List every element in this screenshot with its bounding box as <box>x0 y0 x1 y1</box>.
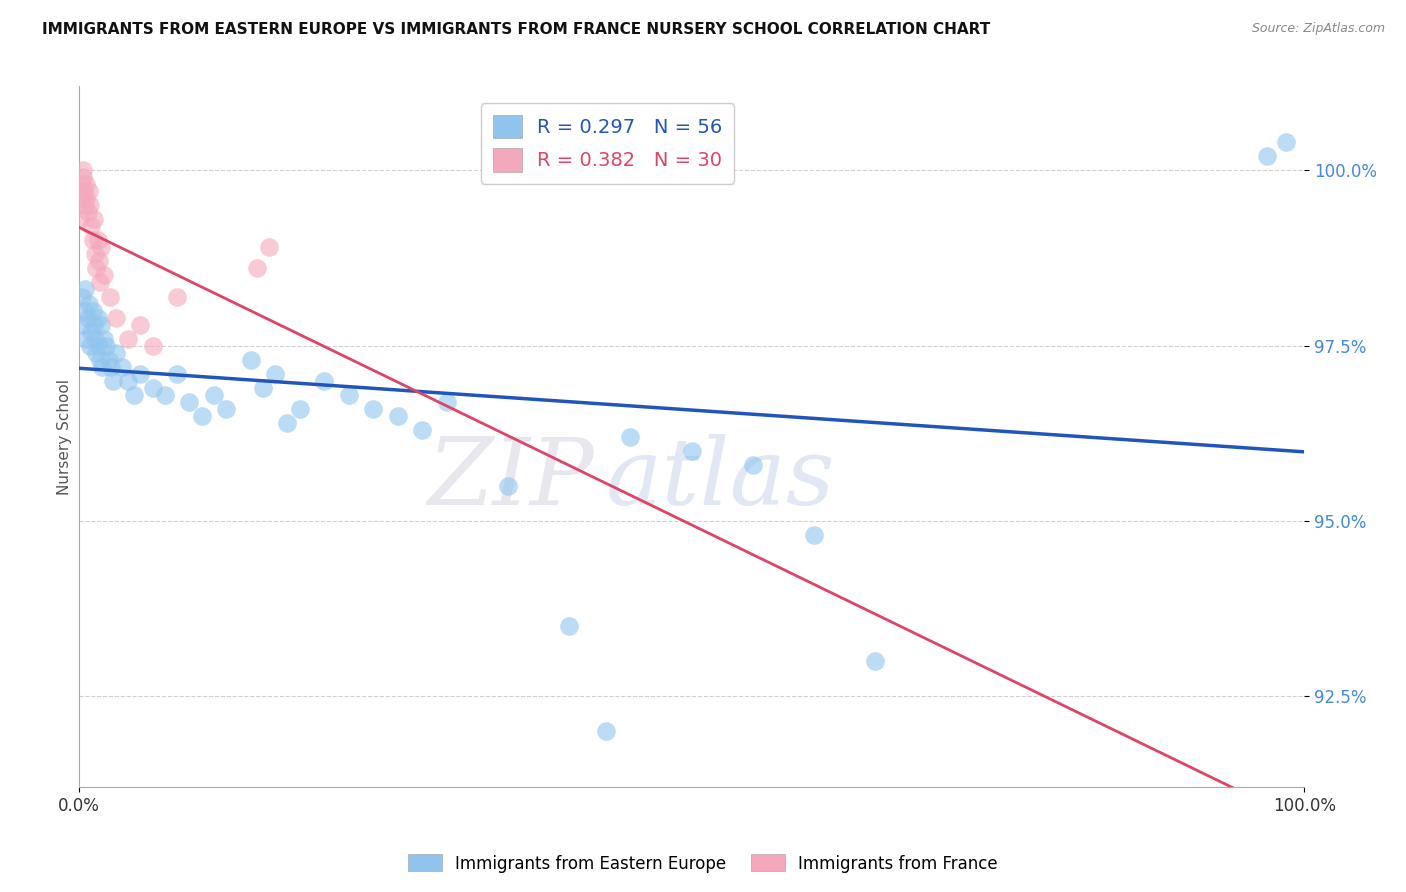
Point <box>166 367 188 381</box>
Legend: R = 0.297   N = 56, R = 0.382   N = 30: R = 0.297 N = 56, R = 0.382 N = 30 <box>481 103 734 184</box>
Point <box>129 318 152 332</box>
Point <box>179 394 201 409</box>
Point <box>86 310 108 325</box>
Point <box>166 289 188 303</box>
Point <box>104 310 127 325</box>
Point <box>89 276 111 290</box>
Point <box>252 380 274 394</box>
Point <box>681 443 703 458</box>
Point <box>496 478 519 492</box>
Point <box>84 345 107 359</box>
Point <box>202 387 225 401</box>
Point <box>75 283 97 297</box>
Legend: Immigrants from Eastern Europe, Immigrants from France: Immigrants from Eastern Europe, Immigran… <box>402 847 1004 880</box>
Point <box>70 191 93 205</box>
Point <box>73 303 96 318</box>
Point <box>70 178 93 192</box>
Point <box>361 401 384 416</box>
Point <box>93 332 115 346</box>
Point <box>103 374 125 388</box>
Point <box>89 352 111 367</box>
Point <box>122 387 145 401</box>
Point <box>104 345 127 359</box>
Point <box>75 198 97 212</box>
Point <box>239 352 262 367</box>
Point <box>87 254 110 268</box>
Text: atlas: atlas <box>606 434 835 524</box>
Point <box>76 310 98 325</box>
Point <box>100 359 122 374</box>
Point <box>73 185 96 199</box>
Point <box>153 387 176 401</box>
Point <box>117 332 139 346</box>
Point <box>619 429 641 443</box>
Point <box>865 654 887 668</box>
Point <box>558 618 581 632</box>
Point <box>337 387 360 401</box>
Point <box>742 458 765 472</box>
Point <box>190 409 212 423</box>
Point <box>76 332 98 346</box>
Point <box>117 374 139 388</box>
Point <box>76 191 98 205</box>
Point <box>76 205 98 219</box>
Point <box>436 394 458 409</box>
Text: ZIP: ZIP <box>427 434 593 524</box>
Point <box>82 234 104 248</box>
Point <box>79 198 101 212</box>
Text: Source: ZipAtlas.com: Source: ZipAtlas.com <box>1251 22 1385 36</box>
Point <box>72 318 94 332</box>
Point <box>87 338 110 352</box>
Point <box>1256 149 1278 163</box>
Point <box>276 416 298 430</box>
Point <box>80 219 103 234</box>
Point <box>411 423 433 437</box>
Point <box>80 325 103 339</box>
Point <box>75 178 97 192</box>
Point <box>93 268 115 283</box>
Point <box>595 723 617 738</box>
Point <box>387 409 409 423</box>
Point <box>257 240 280 254</box>
Point <box>314 374 336 388</box>
Point <box>1275 136 1298 150</box>
Y-axis label: Nursery School: Nursery School <box>58 378 72 494</box>
Point <box>72 170 94 185</box>
Point <box>69 212 91 227</box>
Point <box>82 303 104 318</box>
Point <box>84 247 107 261</box>
Point <box>111 359 134 374</box>
Point <box>129 367 152 381</box>
Point <box>90 240 112 254</box>
Point <box>98 289 121 303</box>
Point <box>84 332 107 346</box>
Point <box>803 527 825 541</box>
Point <box>288 401 311 416</box>
Point <box>77 185 100 199</box>
Point <box>264 367 287 381</box>
Point <box>84 261 107 276</box>
Point <box>97 352 120 367</box>
Point <box>83 212 105 227</box>
Point <box>215 401 238 416</box>
Point <box>91 359 114 374</box>
Text: IMMIGRANTS FROM EASTERN EUROPE VS IMMIGRANTS FROM FRANCE NURSERY SCHOOL CORRELAT: IMMIGRANTS FROM EASTERN EUROPE VS IMMIGR… <box>42 22 990 37</box>
Point <box>72 163 94 178</box>
Point <box>94 338 117 352</box>
Point <box>79 338 101 352</box>
Point <box>90 318 112 332</box>
Point <box>77 296 100 310</box>
Point <box>70 289 93 303</box>
Point <box>83 318 105 332</box>
Point <box>86 234 108 248</box>
Point <box>142 380 165 394</box>
Point <box>246 261 269 276</box>
Point <box>142 338 165 352</box>
